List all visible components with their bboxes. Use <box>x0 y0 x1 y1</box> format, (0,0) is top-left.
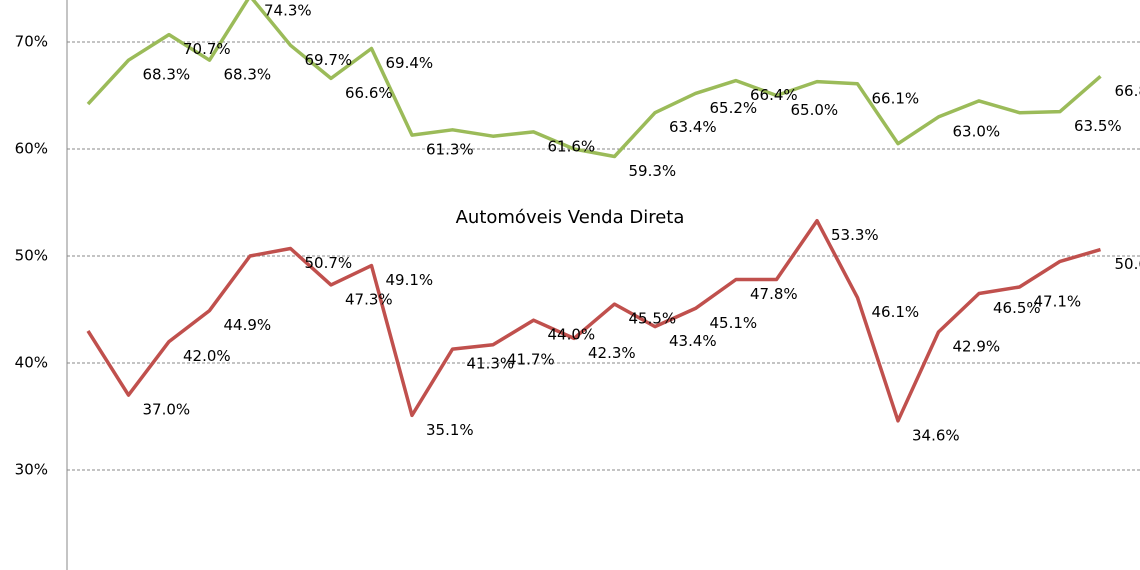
data-label: 41.7% <box>507 350 555 368</box>
data-label: 50.6% <box>1115 255 1140 273</box>
data-label: 66.8% <box>1115 82 1140 100</box>
data-label: 74.3% <box>264 2 312 20</box>
data-label: 50.7% <box>305 254 353 272</box>
data-label: 45.1% <box>710 314 758 332</box>
data-label: 63.0% <box>953 122 1001 140</box>
data-label: 42.0% <box>183 347 231 365</box>
data-label: 70.7% <box>183 40 231 58</box>
data-label: 47.1% <box>1034 293 1082 311</box>
data-label: 63.5% <box>1074 117 1122 135</box>
data-label: 45.5% <box>629 310 677 328</box>
data-label: 69.7% <box>305 51 353 69</box>
data-label: 47.3% <box>345 290 393 308</box>
data-label: 68.3% <box>143 66 191 84</box>
y-tick-label: 50% <box>15 247 48 265</box>
data-label: 68.3% <box>224 66 272 84</box>
data-label: 44.9% <box>224 316 272 334</box>
y-tick-label: 70% <box>15 33 48 51</box>
series-line <box>86 0 1102 159</box>
data-label: 69.4% <box>386 54 434 72</box>
y-tick-label: 30% <box>15 460 48 478</box>
data-label: 37.0% <box>143 401 191 419</box>
data-label: 42.9% <box>953 337 1001 355</box>
data-label: 61.6% <box>548 137 596 155</box>
data-label: 63.4% <box>669 118 717 136</box>
data-label: 34.6% <box>912 426 960 444</box>
data-label: 59.3% <box>629 162 677 180</box>
data-label: 61.3% <box>426 141 474 159</box>
y-tick-label: 60% <box>15 140 48 158</box>
data-label: 42.3% <box>588 344 636 362</box>
data-label: 65.2% <box>710 99 758 117</box>
data-label: 46.5% <box>993 299 1041 317</box>
data-label: 66.6% <box>345 84 393 102</box>
data-label: 65.0% <box>791 101 839 119</box>
data-label: 44.0% <box>548 326 596 344</box>
data-label: 66.1% <box>872 89 920 107</box>
data-label: 43.4% <box>669 332 717 350</box>
data-label: 49.1% <box>386 271 434 289</box>
data-label: 66.4% <box>750 86 798 104</box>
data-label: 41.3% <box>467 355 515 373</box>
data-label: 46.1% <box>872 303 920 321</box>
data-label: 47.8% <box>750 285 798 303</box>
data-label: 35.1% <box>426 421 474 439</box>
series-line <box>86 218 1101 423</box>
y-tick-label: 40% <box>15 353 48 371</box>
annotation: Automóveis Venda Direta <box>456 207 685 228</box>
data-label: 53.3% <box>831 226 879 244</box>
